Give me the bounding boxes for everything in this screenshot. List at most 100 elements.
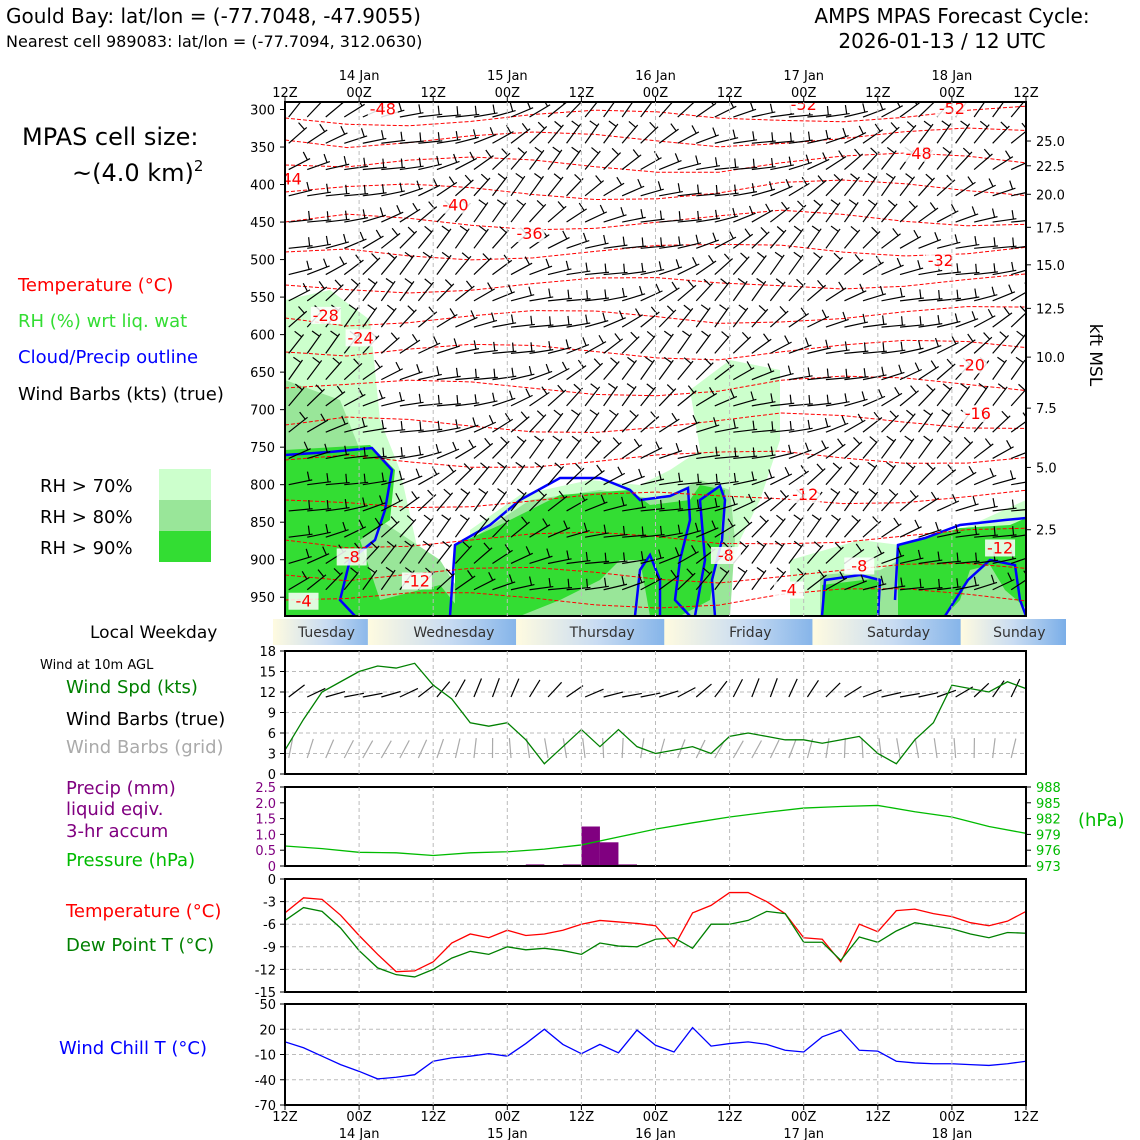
wind-barb [825, 517, 841, 538]
wind-barb [306, 129, 328, 144]
pressure-tick-label: 800 [250, 479, 275, 494]
wind-barb [806, 255, 823, 275]
wind-barb [658, 388, 677, 407]
temperature-contour-line [285, 339, 1026, 361]
wind-barb-feather [1021, 122, 1026, 130]
wind-barb-feather [678, 236, 681, 246]
wind-barb-feather [658, 470, 662, 480]
wind-barb [881, 523, 902, 538]
wind-barb-feather [793, 225, 802, 232]
wind-barb-feather [322, 546, 327, 556]
wind-barb [1010, 579, 1026, 591]
wind-barb-feather [463, 463, 471, 471]
wind-barb [492, 350, 517, 354]
wind-barb-feather [850, 225, 859, 233]
wind-barb-feather [842, 127, 847, 137]
wind-barb-feather [390, 332, 398, 340]
true-wind-barb [584, 688, 604, 698]
wind-barb [825, 287, 847, 302]
wind-barb [714, 503, 738, 512]
wind-barb [992, 534, 1017, 538]
true-wind-barb [936, 689, 957, 698]
wind-barb [510, 323, 535, 328]
wind-barb [770, 113, 795, 118]
wind-barb-feather [758, 304, 767, 312]
wind-barb-feather [616, 176, 623, 186]
wind-barb-feather [496, 199, 505, 206]
wind-barb [992, 386, 1008, 407]
wind-barb-feather [460, 488, 469, 495]
wind-barb [788, 427, 813, 433]
wind-barb-feather [811, 514, 820, 521]
wind-barb-feather [566, 550, 570, 560]
wind-barb-feather [979, 120, 988, 128]
true-wind-barb [788, 678, 798, 698]
wind-barb [918, 412, 934, 433]
wind-barb [566, 559, 591, 565]
wind-barb [547, 149, 563, 170]
wind-barb-feather [418, 445, 422, 455]
true-wind-barb [529, 679, 541, 698]
wind-barb [288, 334, 305, 354]
wind-barb [603, 123, 619, 144]
wind-barb-feather [341, 415, 346, 425]
wind-barb [362, 569, 378, 591]
pressure-tick-label: 988 [1036, 781, 1061, 796]
wind-barb [603, 338, 624, 354]
wind-barb-feather [797, 568, 805, 576]
wind-barb [733, 212, 756, 223]
wind-barb-feather [1009, 180, 1014, 190]
wind-barb [492, 375, 517, 381]
wind-barb-feather [734, 158, 737, 168]
wind-barb [436, 375, 461, 381]
wind-barb [381, 190, 405, 197]
rh-swatch-90 [159, 531, 211, 562]
wind-barb [733, 428, 758, 433]
wind-barb [621, 314, 644, 328]
wind-barb-feather [951, 493, 957, 503]
wind-barb [584, 532, 609, 538]
wind-barb [862, 350, 887, 354]
wind-barb [529, 524, 551, 538]
wind-barb-feather [604, 263, 607, 273]
wind-barb [325, 262, 348, 276]
wind-barb [825, 112, 850, 118]
wind-barb-feather [330, 330, 339, 337]
wind-barb-feather [858, 125, 864, 135]
temperature-label: Temperature (°C) [65, 901, 221, 922]
wind-barb [492, 152, 511, 170]
wind-barb [288, 102, 302, 118]
wind-barb [918, 559, 943, 565]
wind-barb-feather [646, 331, 655, 338]
wind-barb [492, 397, 516, 407]
wind-barb [288, 245, 313, 249]
wind-barb-feather [489, 127, 495, 136]
wind-barb-feather [756, 251, 765, 259]
wind-barb [973, 336, 993, 354]
wind-barb [862, 439, 880, 459]
wind-barb [659, 219, 684, 223]
height-tick-label: 25.0 [1036, 135, 1065, 150]
wind-barb-feather [905, 462, 914, 469]
wind-barb-feather [448, 176, 455, 185]
wind-barb [566, 322, 591, 328]
wind-barb [566, 178, 584, 197]
wind-chill-vgrid [358, 1004, 953, 1105]
wind-barb-feather [334, 279, 342, 287]
wind-barb-feather [603, 524, 607, 534]
wind-barb-feather [879, 285, 884, 295]
wind-barb [918, 467, 936, 486]
wind-barb [584, 242, 609, 249]
wind-barb-feather [991, 208, 996, 218]
wind-barb-feather [432, 178, 438, 187]
wind-barb-feather [573, 383, 581, 391]
wind-barb-feather [993, 237, 996, 247]
cell-size-title: MPAS cell size: [22, 123, 198, 151]
grid-wind-barb [288, 738, 294, 759]
wind-barb-feather [1016, 330, 1025, 338]
wind-barb-feather [565, 339, 569, 349]
wind-barb-feather [756, 566, 765, 574]
wind-barb-feather [303, 441, 309, 451]
wind-barb [473, 400, 498, 407]
